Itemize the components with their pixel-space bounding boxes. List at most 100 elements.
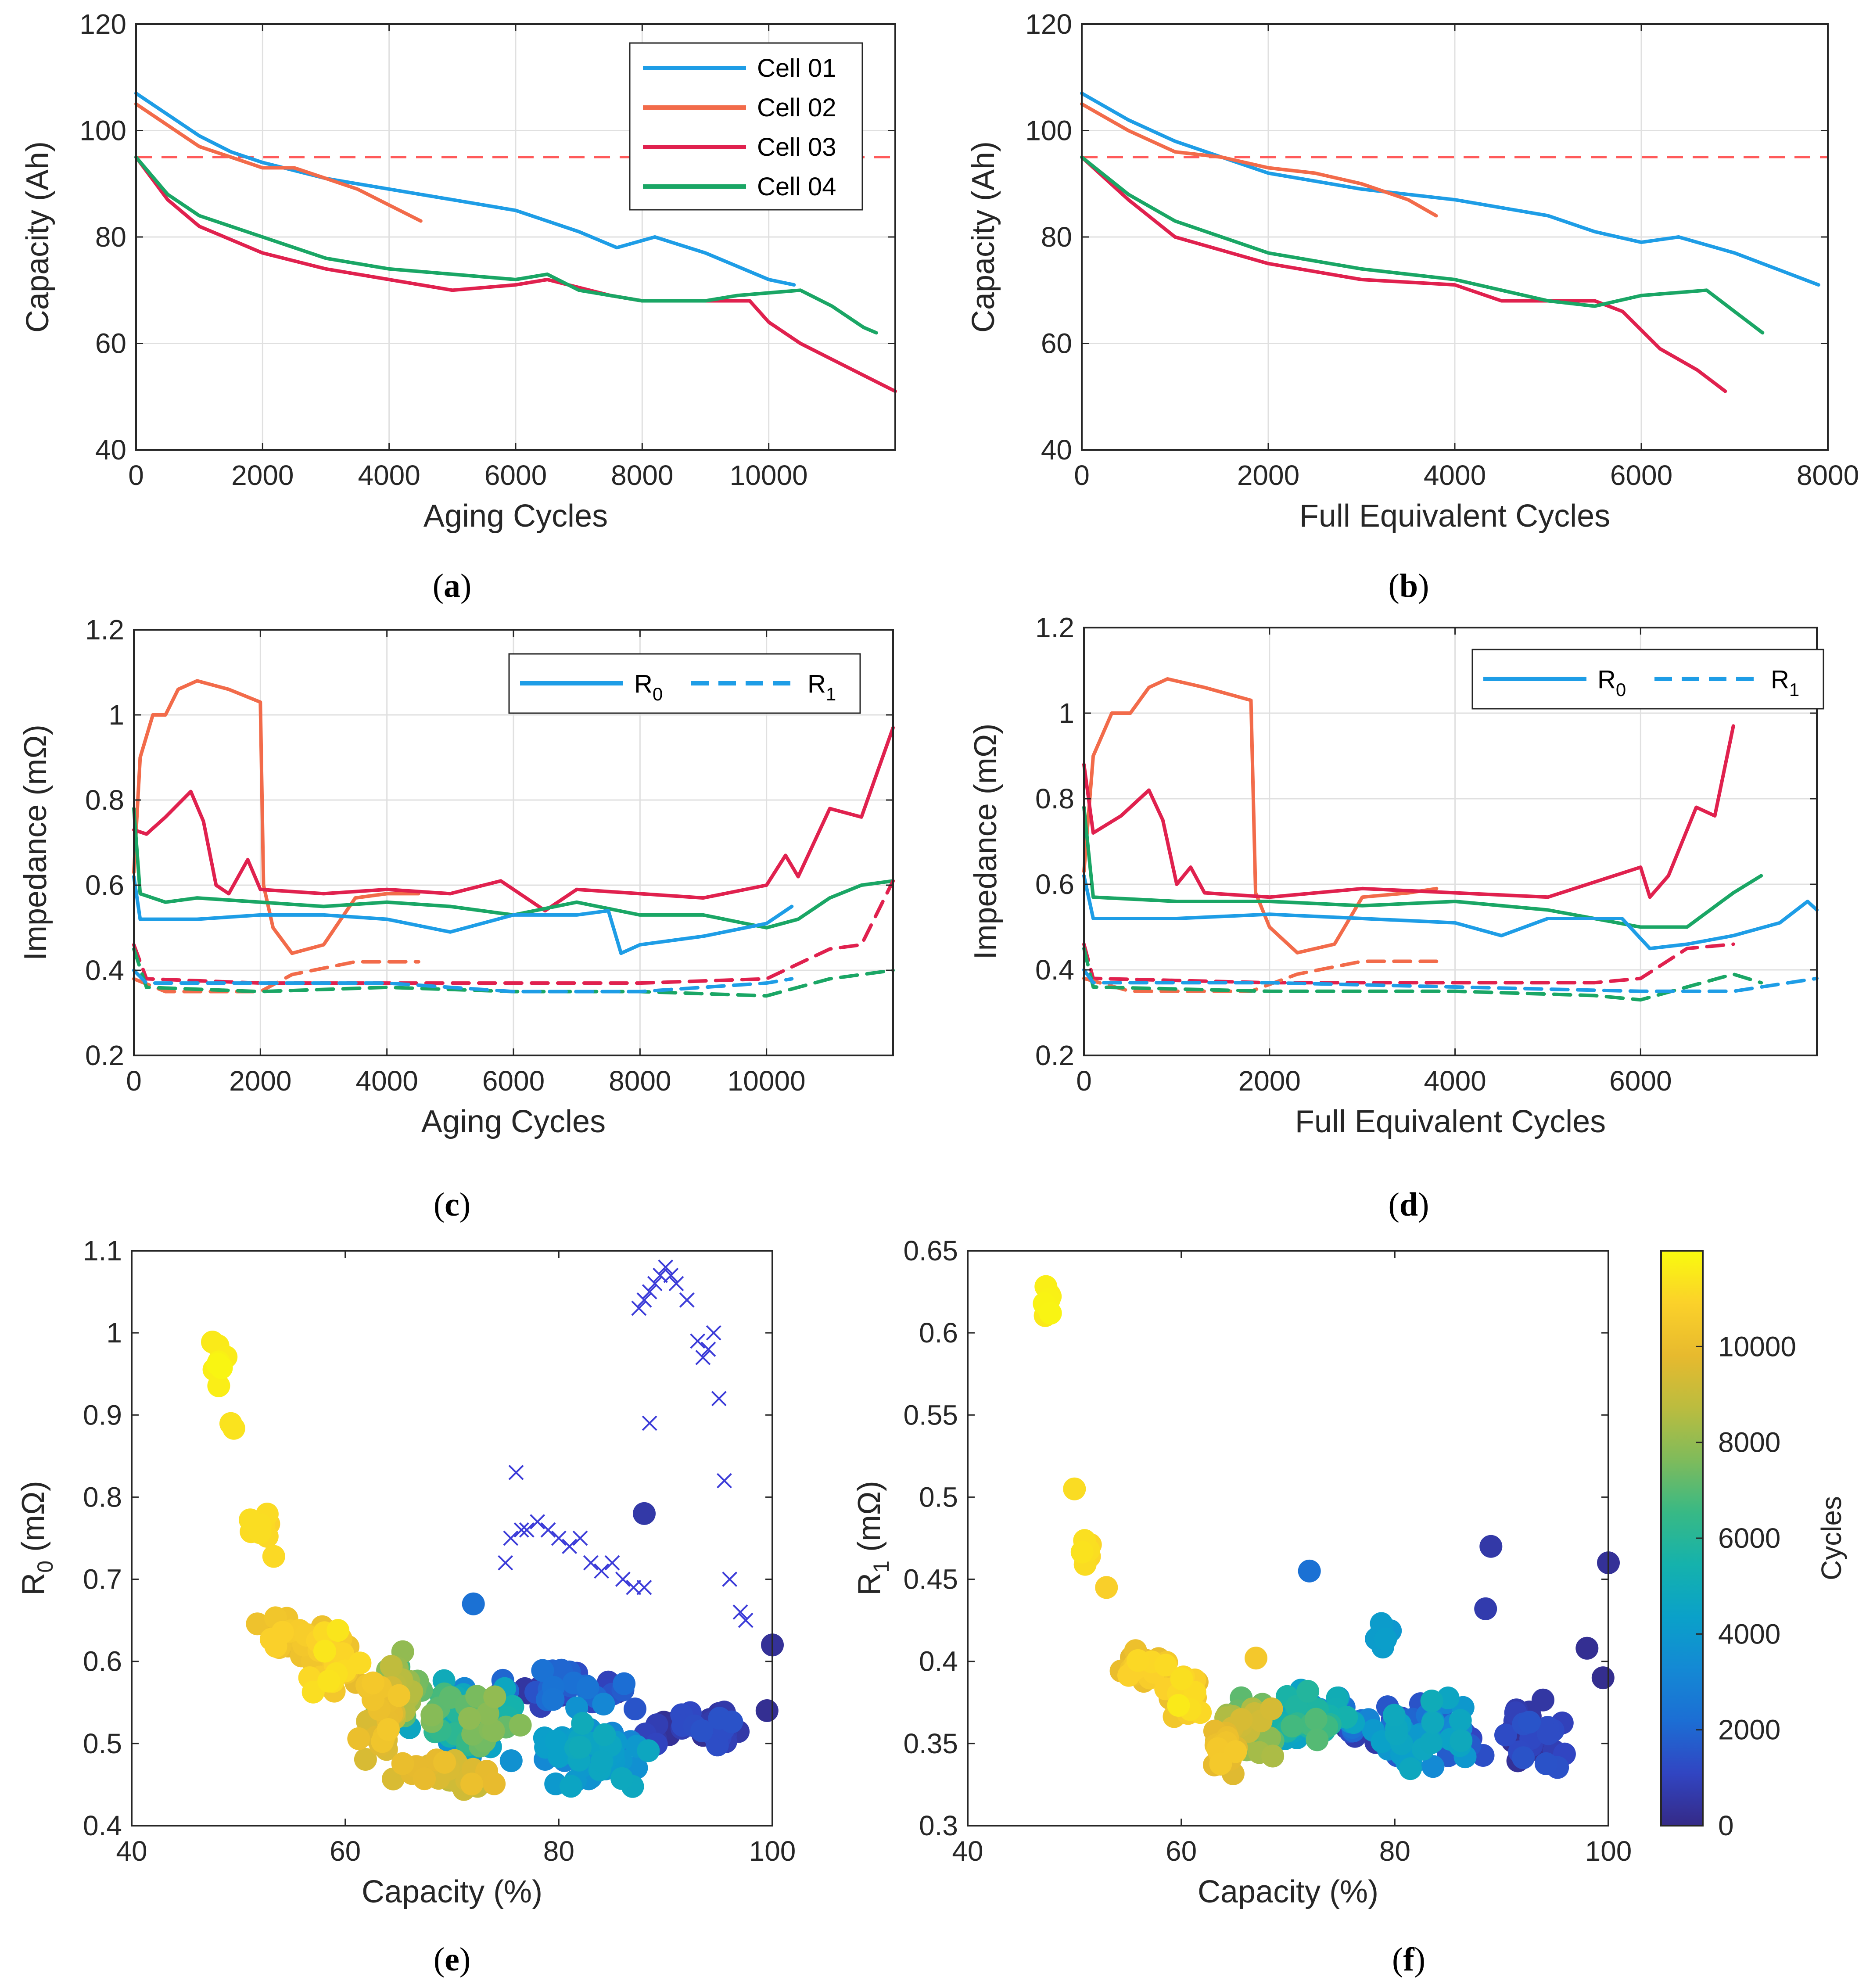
series-line-d-1 — [1082, 724, 1735, 899]
cross-marker-e-6 — [540, 1522, 556, 1538]
ytick-label-a-3: 100 — [79, 115, 126, 147]
scatter-point-f-323 — [1070, 1540, 1094, 1564]
xtick-label-e-0: 40 — [116, 1835, 147, 1867]
scatter-point-e-311 — [388, 1684, 411, 1707]
scatter-point-e-61 — [624, 1697, 646, 1721]
cross-marker-e-19 — [647, 1276, 663, 1292]
colorbar-label: Cycles — [1816, 1496, 1847, 1580]
cross-marker-e-25 — [690, 1333, 706, 1349]
ytick-label-f-2: 0.4 — [919, 1646, 958, 1677]
axes-frame-e — [131, 1250, 773, 1827]
cross-marker-e-8 — [562, 1539, 578, 1554]
scatter-point-f-171 — [1419, 1731, 1443, 1755]
scatter-point-f-205 — [1304, 1708, 1328, 1731]
ytick-label-b-0: 40 — [1041, 434, 1072, 466]
xtick-label-d-1: 2000 — [1238, 1065, 1301, 1097]
scatter-point-e-222 — [483, 1685, 506, 1708]
scatter-point-f-292 — [1209, 1752, 1232, 1776]
cross-marker-e-29 — [711, 1391, 727, 1407]
series-line-c-4 — [132, 879, 895, 985]
scatter-point-f-332 — [1039, 1302, 1062, 1325]
scatter-point-f-226 — [1261, 1744, 1285, 1768]
cross-marker-e-31 — [722, 1572, 738, 1587]
scatter-point-e-106 — [499, 1749, 523, 1773]
series-line-b-2 — [1080, 155, 1727, 393]
ytick-label-f-5: 0.55 — [903, 1399, 958, 1431]
scatter-point-e-220 — [458, 1707, 481, 1730]
legend-d: R0 R1 — [1471, 649, 1824, 710]
ytick-label-e-6: 1 — [106, 1317, 122, 1349]
ytick-label-f-6: 0.6 — [919, 1317, 958, 1349]
colorbar-tick-label-5: 10000 — [1718, 1331, 1796, 1362]
xtick-label-b-4: 8000 — [1797, 459, 1859, 491]
scatter-point-f-297 — [1095, 1576, 1118, 1599]
series-line-c-1 — [132, 726, 895, 913]
scatter-point-e-284 — [347, 1727, 370, 1750]
scatter-point-f-287 — [1245, 1647, 1267, 1670]
scatter-point-f-2 — [1575, 1636, 1599, 1660]
xtick-label-d-3: 6000 — [1609, 1065, 1672, 1097]
xtick-label-b-0: 0 — [1074, 459, 1090, 491]
scatter-point-f-315 — [1154, 1654, 1177, 1677]
ytick-label-a-4: 120 — [79, 8, 126, 40]
xtick-label-a-3: 6000 — [484, 459, 547, 491]
scatter-point-f-21 — [1479, 1535, 1503, 1558]
scatter-point-f-67 — [1518, 1711, 1541, 1734]
colorbar: 0 2000 4000 6000 8000 10000 Cycles — [1660, 1250, 1847, 1841]
scatter-point-e-273 — [413, 1767, 436, 1791]
chart-b: 0 2000 4000 6000 8000 40 60 80 100 120 Full Equiva… — [966, 8, 1859, 534]
ytick-label-c-1: 0.4 — [85, 955, 124, 986]
scatter-point-f-55 — [1494, 1723, 1517, 1747]
cross-marker-e-21 — [658, 1260, 674, 1275]
series-line-a-3 — [134, 155, 878, 335]
scatter-point-f-202 — [1281, 1715, 1304, 1738]
ytick-label-d-0: 0.2 — [1035, 1040, 1074, 1071]
scatter-point-e-76 — [613, 1672, 636, 1695]
scatter-point-f-326 — [1167, 1694, 1190, 1717]
xtick-label-b-1: 2000 — [1237, 459, 1299, 491]
xtick-label-f-0: 40 — [952, 1835, 983, 1867]
series-line-d-2 — [1082, 805, 1763, 929]
xtick-label-b-3: 6000 — [1610, 459, 1672, 491]
ytick-label-c-3: 0.8 — [85, 784, 124, 816]
scatter-point-f-146 — [1374, 1628, 1397, 1651]
cross-marker-e-22 — [663, 1267, 679, 1283]
scatter-point-e-255 — [354, 1748, 377, 1771]
ylabel-d: Impedance (mΩ) — [968, 724, 1003, 960]
scatter-point-e-216 — [482, 1719, 505, 1742]
scatter-point-f-172 — [1382, 1704, 1406, 1727]
xtick-label-d-2: 4000 — [1424, 1065, 1486, 1097]
ytick-label-a-1: 60 — [95, 328, 126, 359]
xtick-label-d-0: 0 — [1076, 1065, 1092, 1097]
ylabel-c: Impedance (mΩ) — [18, 725, 53, 961]
scatter-point-f-174 — [1421, 1711, 1444, 1734]
scatter-point-e-2 — [755, 1699, 779, 1722]
ylabel-a: Capacity (Ah) — [20, 141, 55, 333]
xtick-label-f-2: 80 — [1379, 1835, 1410, 1867]
colorbar-tick-label-3: 6000 — [1718, 1522, 1780, 1554]
ytick-label-b-4: 120 — [1025, 8, 1072, 40]
ytick-label-c-0: 0.2 — [85, 1040, 124, 1071]
ytick-label-b-3: 100 — [1025, 115, 1072, 147]
ylabel-e: R0 (mΩ) — [16, 1481, 57, 1596]
scatter-point-e-79 — [462, 1592, 485, 1615]
scatter-point-f-317 — [1063, 1477, 1086, 1500]
xlabel-e: Capacity (%) — [362, 1874, 542, 1909]
series-line-c-7 — [132, 969, 794, 994]
cross-marker-e-5 — [530, 1514, 545, 1529]
scatter-point-e-26 — [633, 1502, 656, 1525]
cross-marker-e-16 — [631, 1300, 647, 1316]
series-line-b-0 — [1080, 91, 1820, 287]
scatter-point-f-65 — [1512, 1746, 1535, 1769]
ytick-label-b-1: 60 — [1041, 328, 1072, 359]
scatter-point-e-340 — [262, 1545, 285, 1568]
panel-label-b: (b) — [1389, 567, 1429, 604]
cross-marker-e-20 — [653, 1267, 668, 1283]
ytick-label-e-3: 0.7 — [83, 1564, 122, 1595]
scatter-point-f-313 — [1127, 1649, 1150, 1672]
colorbar-tick-label-0: 0 — [1718, 1810, 1734, 1841]
series-line-c-0 — [132, 679, 420, 955]
xtick-label-a-0: 0 — [128, 459, 144, 491]
ytick-label-e-0: 0.4 — [83, 1810, 122, 1841]
xlabel-d: Full Equivalent Cycles — [1295, 1104, 1606, 1139]
